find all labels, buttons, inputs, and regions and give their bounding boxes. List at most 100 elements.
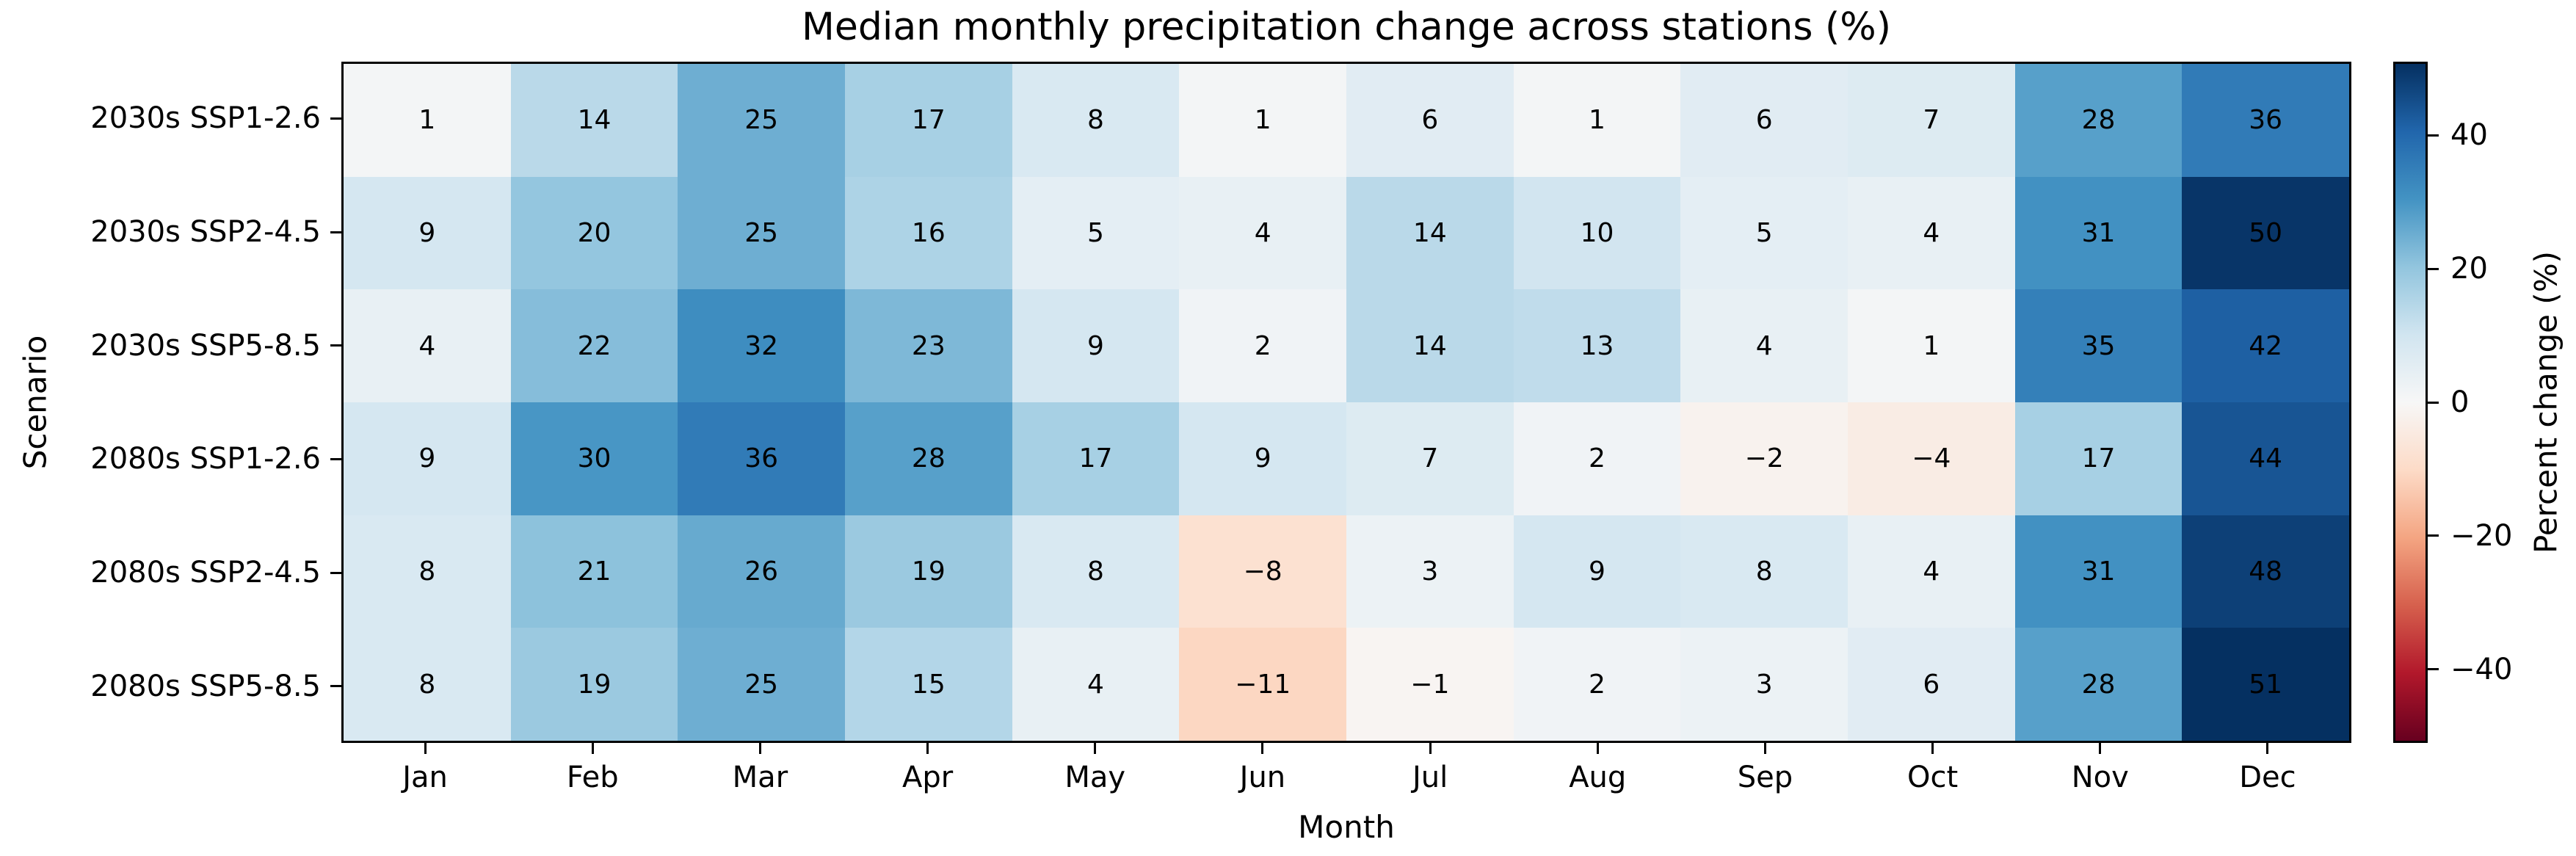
cell-value: 30 (577, 443, 612, 474)
cell-value: 4 (1087, 669, 1104, 700)
cell-value: −11 (1235, 669, 1291, 700)
cell-value: 15 (911, 669, 946, 700)
y-tick-label: 2030s SSP2-4.5 (90, 215, 321, 249)
cell-value: 22 (577, 330, 612, 361)
x-tick-mark (424, 743, 427, 754)
y-tick-mark (330, 457, 341, 460)
y-tick-mark (330, 571, 341, 574)
cell-value: 36 (744, 443, 779, 474)
heatmap-cell: 4 (1848, 515, 2015, 628)
heatmap-cell: 26 (678, 515, 845, 628)
cell-value: 51 (2249, 669, 2283, 700)
heatmap-cell: 1 (1848, 289, 2015, 402)
heatmap-cell: 14 (510, 64, 678, 177)
cell-value: 3 (1421, 556, 1439, 587)
heatmap-cell: 5 (1680, 176, 1848, 290)
cell-value: 28 (2081, 669, 2116, 700)
colorbar-tick-mark (2428, 668, 2439, 671)
cell-value: 6 (1421, 105, 1439, 136)
cell-value: 9 (1254, 443, 1271, 474)
heatmap-cell: 7 (1346, 402, 1514, 515)
heatmap-cell: 23 (845, 289, 1012, 402)
cell-value: 13 (1580, 330, 1614, 361)
heatmap-cell: 13 (1513, 289, 1681, 402)
heatmap-cell: 25 (678, 628, 845, 741)
cell-value: 2 (1589, 443, 1606, 474)
heatmap-cell: 16 (845, 176, 1012, 290)
heatmap-cell: 28 (2014, 64, 2183, 177)
heatmap-cell: 19 (510, 628, 678, 741)
heatmap-cell: 3 (1346, 515, 1514, 628)
heatmap-cell: 5 (1012, 176, 1180, 290)
cell-value: 28 (911, 443, 946, 474)
colorbar-tick-label: −40 (2450, 652, 2513, 686)
colorbar-tick-label: 40 (2450, 118, 2488, 153)
cell-value: 6 (1755, 105, 1773, 136)
heatmap-cell: 14 (1346, 176, 1514, 290)
cell-value: 20 (577, 217, 612, 248)
cell-value: 8 (418, 556, 436, 587)
cell-value: 35 (2081, 330, 2116, 361)
y-tick-label: 2030s SSP1-2.6 (90, 101, 321, 136)
cell-value: 4 (1923, 556, 1940, 587)
cell-value: 7 (1923, 105, 1940, 136)
heatmap-cell: −2 (1680, 402, 1848, 515)
cell-value: 28 (2081, 105, 2116, 136)
heatmap-cell: 17 (845, 64, 1012, 177)
cell-value: −1 (1410, 669, 1450, 700)
cell-value: 4 (418, 330, 436, 361)
x-tick-label: Oct (1906, 761, 1959, 794)
heatmap-cell: 4 (344, 289, 511, 402)
heatmap-cell: 10 (1513, 176, 1681, 290)
colorbar (2393, 62, 2428, 743)
cell-value: 14 (1412, 217, 1447, 248)
x-tick-label: Jun (1239, 761, 1286, 794)
heatmap-cell: −8 (1179, 515, 1346, 628)
chart-title: Median monthly precipitation change acro… (802, 5, 1891, 49)
heatmap-cell: 17 (2014, 402, 2183, 515)
cell-value: −4 (1912, 443, 1951, 474)
heatmap-cell: 31 (2014, 176, 2183, 290)
heatmap-cell: 3 (1680, 628, 1848, 741)
cell-value: 50 (2249, 217, 2283, 248)
y-tick-mark (330, 231, 341, 233)
heatmap-cell: 9 (1012, 289, 1180, 402)
heatmap-cell: 2 (1513, 402, 1681, 515)
y-tick-mark (330, 685, 341, 688)
heatmap-cell: 8 (1012, 64, 1180, 177)
cell-value: 48 (2249, 556, 2283, 587)
x-tick-mark (926, 743, 929, 754)
heatmap-cell: 8 (344, 515, 511, 628)
cell-value: 17 (2081, 443, 2116, 474)
colorbar-tick-mark (2428, 134, 2439, 137)
x-tick-label: May (1064, 761, 1126, 794)
heatmap-cell: 2 (1179, 289, 1346, 402)
x-tick-label: Nov (2071, 761, 2129, 794)
cell-value: 8 (1755, 556, 1773, 587)
y-tick-label: 2030s SSP5-8.5 (90, 328, 321, 363)
cell-value: 26 (744, 556, 779, 587)
cell-value: 4 (1254, 217, 1271, 248)
x-tick-label: Sep (1737, 761, 1793, 794)
cell-value: 44 (2249, 443, 2283, 474)
cell-value: 8 (1087, 556, 1104, 587)
heatmap-cell: 35 (2014, 289, 2183, 402)
cell-value: 6 (1923, 669, 1940, 700)
colorbar-label: Percent change (%) (2528, 251, 2564, 554)
cell-value: 4 (1755, 330, 1773, 361)
heatmap-cell: 50 (2182, 176, 2349, 290)
x-tick-label: Mar (732, 761, 788, 794)
cell-value: 10 (1580, 217, 1614, 248)
x-tick-mark (758, 743, 761, 754)
heatmap-cell: 14 (1346, 289, 1514, 402)
colorbar-tick-mark (2428, 401, 2439, 404)
heatmap-cell: 20 (510, 176, 678, 290)
x-tick-label: Dec (2239, 761, 2296, 794)
x-tick-mark (2099, 743, 2102, 754)
heatmap-cell: 25 (678, 64, 845, 177)
heatmap-cell: 28 (2014, 628, 2183, 741)
x-tick-mark (1596, 743, 1599, 754)
heatmap-cell: 28 (845, 402, 1012, 515)
cell-value: 31 (2081, 217, 2116, 248)
cell-value: 23 (911, 330, 946, 361)
